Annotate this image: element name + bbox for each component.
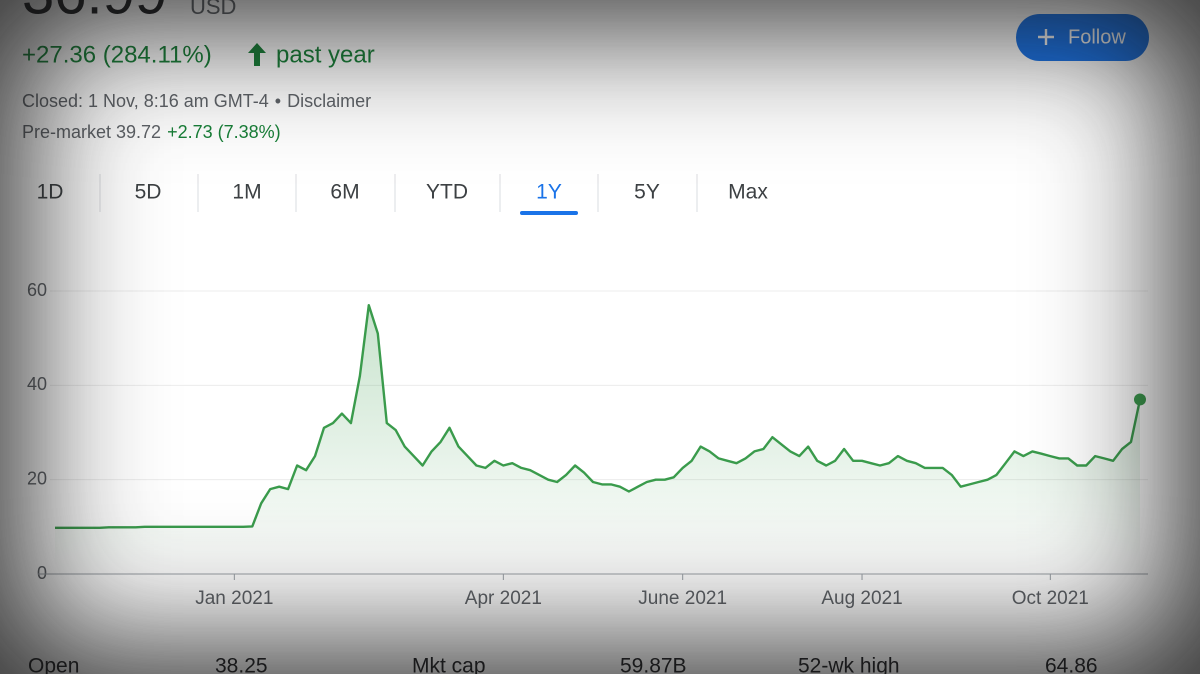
range-tab[interactable]: 5Y xyxy=(634,181,660,204)
price-line xyxy=(55,304,1142,529)
stat-label: 52-wk high xyxy=(798,655,900,674)
stats-row: Open 38.25 Mkt cap 59.87B 52-wk high 64.86 xyxy=(28,655,1098,674)
y-tick-label: 0 xyxy=(37,563,47,583)
closed-line: Closed: 1 Nov, 8:16 am GMT-4 • Disclaimer xyxy=(22,91,371,111)
range-tab[interactable]: 5D xyxy=(135,181,162,204)
x-tick-label: Aug 2021 xyxy=(821,588,902,609)
follow-button-bg[interactable] xyxy=(1016,14,1149,61)
change: +27.36 (284.11%) xyxy=(22,41,212,68)
selected-underline xyxy=(520,211,578,215)
x-tick-label: Jan 2021 xyxy=(195,588,273,609)
stat-value: 38.25 xyxy=(215,655,268,674)
stat-label: Open xyxy=(28,655,79,674)
stat-value: 64.86 xyxy=(1045,655,1098,674)
last-point xyxy=(1134,393,1146,406)
range-tab[interactable]: 1M xyxy=(232,181,261,204)
currency: USD xyxy=(190,0,236,19)
range-tab[interactable]: YTD xyxy=(426,181,468,204)
x-tick-label: Oct 2021 xyxy=(1012,588,1089,609)
follow-button[interactable]: Follow xyxy=(1016,14,1149,61)
follow-label[interactable]: Follow xyxy=(1068,26,1126,48)
closed: Closed: 1 Nov, 8:16 am GMT-4 xyxy=(22,91,269,111)
y-tick-label: 20 xyxy=(27,468,47,488)
change-period: past year xyxy=(276,41,375,68)
x-tick-label: June 2021 xyxy=(638,588,727,609)
plus-icon[interactable] xyxy=(1038,29,1054,45)
stat-value: 59.87B xyxy=(620,655,687,674)
range-tab[interactable]: 1Y xyxy=(536,181,562,204)
up-arrow xyxy=(248,43,266,66)
range-tabs: 1D 5D 1M 6M YTD 1Y 5Y Max xyxy=(37,174,768,215)
separator: • xyxy=(275,91,281,111)
x-tick-label: Apr 2021 xyxy=(465,588,542,609)
range-tab[interactable]: Max xyxy=(728,181,768,204)
y-tick-label: 40 xyxy=(27,374,47,394)
area xyxy=(55,305,1140,574)
range-tab[interactable]: 1D xyxy=(37,181,64,204)
premarket-change: +2.73 (7.38%) xyxy=(167,122,281,142)
y-tick-label: 60 xyxy=(27,280,47,300)
premarket-line: Pre-market 39.72 +2.73 (7.38%) xyxy=(22,122,281,142)
stat-label: Mkt cap xyxy=(412,655,486,674)
range-tab[interactable]: 6M xyxy=(330,181,359,204)
chart: 0 20 40 60 Jan 2021 Apr 2021 June 2021 Aug 2021… xyxy=(27,280,1148,609)
disclaimer[interactable]: Disclaimer xyxy=(287,91,371,111)
premarket-label: Pre-market 39.72 xyxy=(22,122,161,142)
price: 36.99 xyxy=(22,0,167,26)
